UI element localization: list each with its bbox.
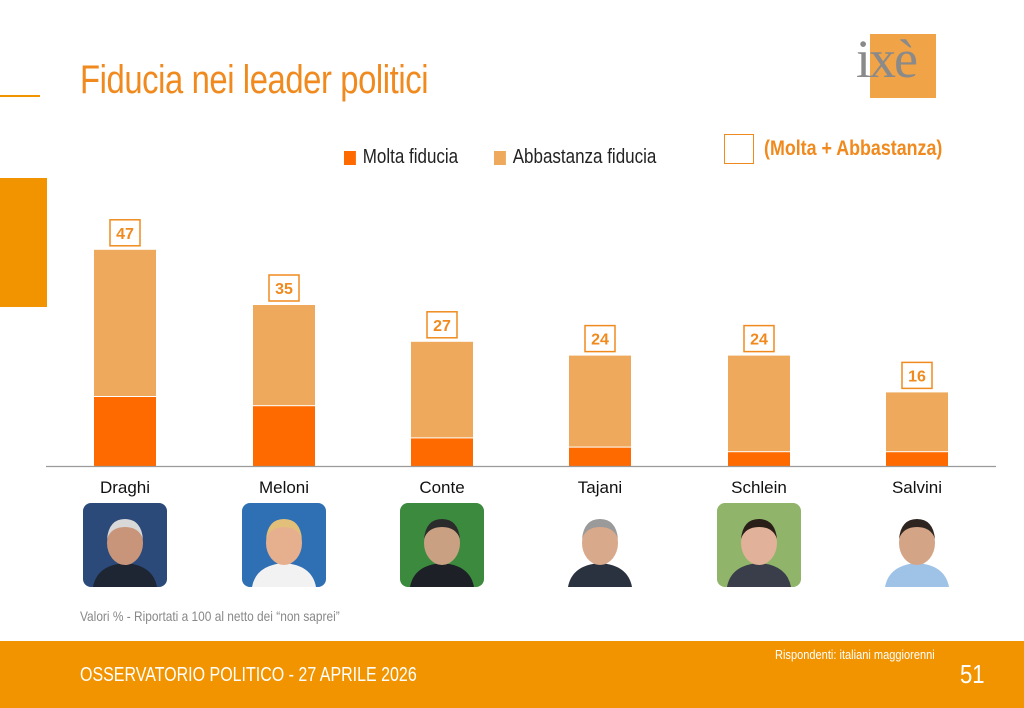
legend-swatch-total [724, 134, 754, 164]
legend-item-abbastanza: Abbastanza fiducia [494, 146, 656, 169]
bar-molta-schlein [728, 452, 790, 466]
legend-item-total: (Molta + Abbastanza) [724, 134, 974, 164]
total-label-tajani: 24 [591, 332, 609, 349]
x-tick-label-conte: Conte [419, 478, 465, 497]
total-box-draghi [109, 219, 141, 247]
bar-molta-draghi [94, 397, 156, 466]
bar-abbastanza-schlein [728, 355, 790, 452]
bar-abbastanza-conte [411, 341, 473, 438]
bar-molta-tajani [569, 447, 631, 466]
total-box-meloni [268, 274, 300, 302]
footer-survey-title: OSSERVATORIO POLITICO - 27 APRILE 2026 [80, 664, 417, 686]
legend-swatch-molta [344, 150, 356, 165]
footer-bar: OSSERVATORIO POLITICO - 27 APRILE 2026 R… [0, 641, 1024, 708]
total-label-salvini: 16 [908, 368, 926, 385]
x-tick-label-draghi: Draghi [99, 478, 151, 497]
legend-item-molta: Molta fiducia [344, 146, 458, 169]
page-number: 51 [960, 659, 985, 689]
total-box-conte [426, 311, 458, 339]
footnote: Valori % - Riportati a 100 al netto dei … [80, 608, 340, 624]
side-accent-tab [0, 178, 47, 307]
photo-draghi [83, 503, 167, 587]
legend-label-molta: Molta fiducia [362, 146, 459, 168]
bar-abbastanza-draghi [94, 249, 156, 396]
bar-abbastanza-salvini [886, 392, 948, 452]
total-box-tajani [584, 324, 616, 353]
photo-tajani [558, 503, 642, 587]
total-label-conte: 27 [433, 318, 451, 335]
page-title: Fiducia nei leader politici [80, 58, 429, 102]
legend-label-total: (Molta + Abbastanza) [764, 137, 943, 160]
photo-schlein [717, 503, 801, 587]
bar-abbastanza-meloni [253, 305, 315, 406]
total-box-schlein [743, 324, 775, 353]
photo-meloni [242, 503, 326, 587]
x-tick-label-salvini: Salvini [891, 478, 943, 497]
total-label-draghi: 47 [116, 226, 134, 243]
legend-label-abbastanza: Abbastanza fiducia [512, 146, 657, 168]
bar-abbastanza-tajani [569, 355, 631, 447]
total-box-salvini [901, 361, 933, 390]
footer-respondents: Rispondenti: italiani maggiorenni [775, 647, 935, 662]
ixe-logo: ixè [856, 28, 918, 90]
total-label-meloni: 35 [275, 281, 293, 298]
photo-salvini [875, 503, 959, 587]
logo-background [870, 34, 936, 98]
bar-molta-meloni [253, 406, 315, 466]
logo-letters: ixè [856, 29, 918, 89]
x-tick-label-tajani: Tajani [577, 478, 623, 497]
x-tick-label-schlein: Schlein [731, 478, 787, 497]
bar-chart: 47 35 27 24 24 16 [46, 219, 996, 468]
photo-conte [400, 503, 484, 587]
bar-molta-salvini [886, 452, 948, 466]
x-tick-label-meloni: Meloni [258, 478, 310, 497]
title-rule [0, 95, 40, 97]
total-label-schlein: 24 [750, 332, 768, 349]
legend-swatch-abbastanza [494, 150, 506, 165]
bar-molta-conte [411, 438, 473, 466]
